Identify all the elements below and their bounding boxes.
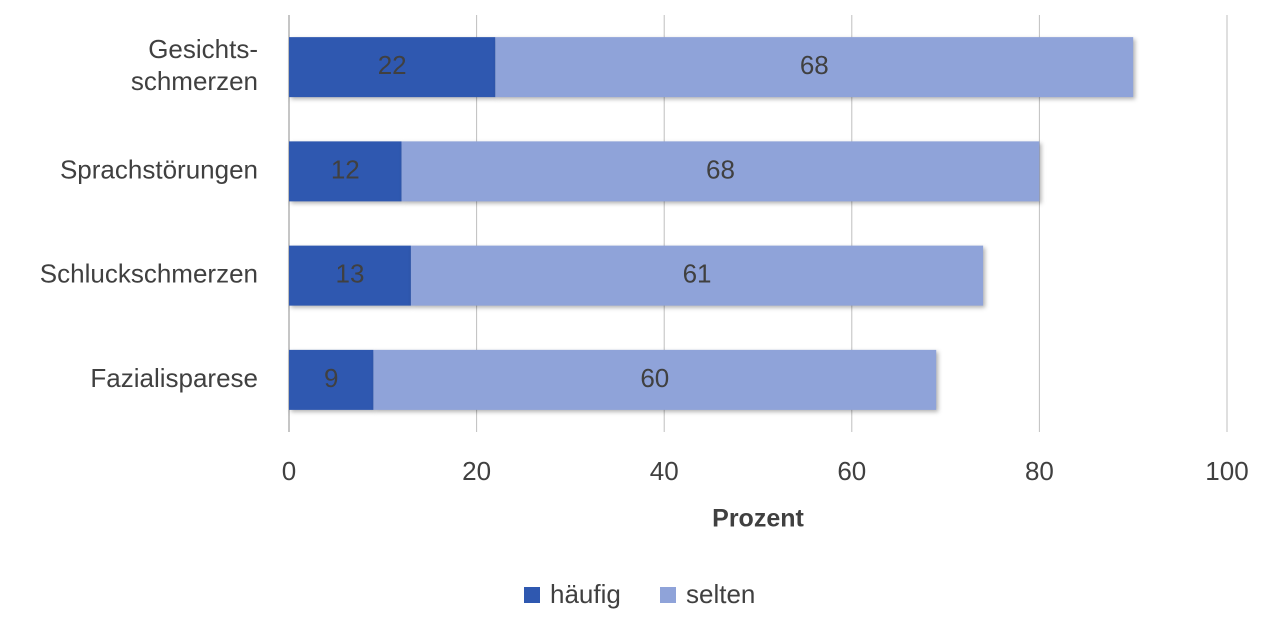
x-tick-label: 100 (1205, 456, 1248, 486)
y-tick-label: Sprachstörungen (60, 154, 258, 184)
data-label: 13 (336, 259, 365, 289)
data-label: 9 (324, 363, 338, 393)
legend-label: selten (686, 579, 755, 609)
bar-segment (289, 141, 402, 202)
data-label: 12 (331, 154, 360, 184)
bar-segment (289, 37, 496, 98)
bar-segment (410, 245, 984, 306)
x-tick-label: 0 (282, 456, 296, 486)
data-label: 68 (706, 154, 735, 184)
bar-segment (495, 37, 1134, 98)
x-tick-label: 40 (650, 456, 679, 486)
bar-segment (373, 349, 937, 410)
data-label: 60 (640, 363, 669, 393)
bar-segment (401, 141, 1040, 202)
x-tick-label: 20 (462, 456, 491, 486)
y-tick-label: Schluckschmerzen (40, 259, 258, 289)
y-tick-label: Gesichts-schmerzen (131, 34, 258, 96)
data-label: 22 (378, 50, 407, 80)
data-label: 68 (800, 50, 829, 80)
legend-swatch (524, 587, 540, 603)
bar-segment (289, 349, 374, 410)
legend-swatch (660, 587, 676, 603)
legend-label: häufig (550, 579, 621, 609)
y-tick-label: Fazialisparese (90, 363, 258, 393)
x-tick-label: 80 (1025, 456, 1054, 486)
x-axis-title: Prozent (712, 505, 804, 533)
data-label: 61 (683, 259, 712, 289)
bar-segment (289, 245, 411, 306)
x-tick-label: 60 (837, 456, 866, 486)
